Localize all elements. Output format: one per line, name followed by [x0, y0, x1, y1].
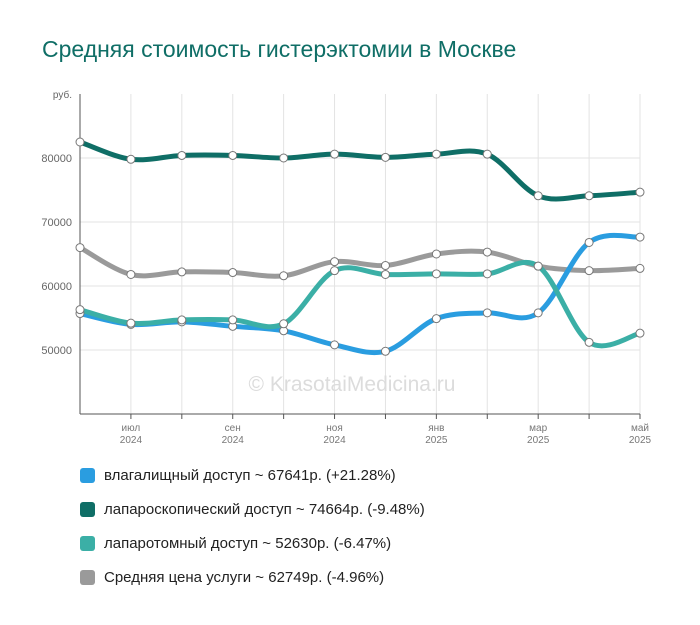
y-tick-label: 70000 — [41, 217, 72, 229]
legend-item-average[interactable]: Средняя цена услуги ~ 62749р. (-4.96%) — [80, 560, 425, 594]
data-point[interactable] — [482, 269, 492, 279]
points-group — [75, 137, 645, 356]
chart-title: Средняя стоимость гистерэктомии в Москве — [42, 36, 517, 62]
x-tick-month: мар — [529, 423, 547, 434]
data-point[interactable] — [431, 249, 441, 259]
data-point[interactable] — [330, 266, 340, 276]
data-point[interactable] — [330, 340, 340, 350]
data-point[interactable] — [635, 232, 645, 242]
x-tick-month: янв — [428, 423, 444, 434]
line-chart: 50000600007000080000руб.июл2024сен2024но… — [41, 89, 651, 446]
data-point[interactable] — [584, 337, 594, 347]
data-point[interactable] — [533, 308, 543, 318]
data-point[interactable] — [380, 261, 390, 271]
data-point[interactable] — [380, 269, 390, 279]
x-tick-year: 2025 — [425, 435, 448, 446]
data-point[interactable] — [482, 149, 492, 159]
data-point[interactable] — [228, 150, 238, 160]
data-point[interactable] — [279, 319, 289, 329]
axes: 50000600007000080000руб.июл2024сен2024но… — [41, 89, 651, 446]
data-point[interactable] — [279, 271, 289, 281]
legend-item-laparotomy[interactable]: лапаротомный доступ ~ 52630р. (-6.47%) — [80, 526, 425, 560]
x-tick-month: июл — [122, 423, 141, 434]
data-point[interactable] — [75, 243, 85, 253]
legend-item-vaginal[interactable]: влагалищный доступ ~ 67641р. (+21.28%) — [80, 458, 425, 492]
x-tick-month: май — [631, 423, 649, 434]
data-point[interactable] — [380, 152, 390, 162]
legend-label-average: Средняя цена услуги ~ 62749р. (-4.96%) — [104, 568, 385, 586]
series-line — [77, 139, 643, 202]
data-point[interactable] — [584, 191, 594, 201]
data-point[interactable] — [635, 328, 645, 338]
data-point[interactable] — [431, 314, 441, 324]
data-point[interactable] — [177, 267, 187, 277]
x-tick-year: 2024 — [323, 435, 346, 446]
y-tick-label: 60000 — [41, 281, 72, 293]
legend-label-laparoscopic: лапароскопический доступ ~ 74664р. (-9.4… — [104, 500, 425, 518]
data-point[interactable] — [75, 305, 85, 315]
data-point[interactable] — [431, 149, 441, 159]
legend-swatch-vaginal — [80, 467, 95, 483]
y-unit-label: руб. — [53, 89, 72, 101]
legend-swatch-laparoscopic — [80, 501, 95, 517]
x-tick-year: 2024 — [222, 435, 245, 446]
x-tick-month: сен — [225, 423, 241, 434]
data-point[interactable] — [126, 318, 136, 328]
data-point[interactable] — [75, 137, 85, 147]
data-point[interactable] — [126, 269, 136, 279]
x-tick-month: ноя — [326, 423, 343, 434]
data-point[interactable] — [635, 263, 645, 273]
data-point[interactable] — [177, 150, 187, 160]
data-point[interactable] — [482, 308, 492, 318]
data-point[interactable] — [279, 153, 289, 163]
legend-swatch-laparotomy — [80, 535, 95, 551]
y-tick-label: 80000 — [41, 153, 72, 165]
data-point[interactable] — [380, 346, 390, 356]
data-point[interactable] — [228, 315, 238, 325]
grid — [80, 94, 641, 414]
y-tick-label: 50000 — [41, 345, 72, 357]
legend-label-laparotomy: лапаротомный доступ ~ 52630р. (-6.47%) — [104, 534, 392, 552]
legend-item-laparoscopic[interactable]: лапароскопический доступ ~ 74664р. (-9.4… — [80, 492, 425, 526]
data-point[interactable] — [635, 187, 645, 197]
series-group — [77, 139, 643, 356]
data-point[interactable] — [126, 154, 136, 164]
data-point[interactable] — [584, 266, 594, 276]
legend-label-vaginal: влагалищный доступ ~ 67641р. (+21.28%) — [104, 466, 396, 484]
data-point[interactable] — [431, 269, 441, 279]
x-tick-year: 2024 — [120, 435, 143, 446]
data-point[interactable] — [330, 257, 340, 267]
watermark: © KrasotaiMedicina.ru — [249, 373, 456, 396]
data-point[interactable] — [330, 149, 340, 159]
series-line — [77, 245, 643, 279]
data-point[interactable] — [584, 237, 594, 247]
legend: влагалищный доступ ~ 67641р. (+21.28%) л… — [80, 458, 425, 594]
data-point[interactable] — [533, 261, 543, 271]
x-tick-year: 2025 — [527, 435, 550, 446]
legend-swatch-average — [80, 569, 95, 585]
x-tick-year: 2025 — [629, 435, 652, 446]
data-point[interactable] — [533, 191, 543, 201]
data-point[interactable] — [482, 247, 492, 257]
data-point[interactable] — [177, 315, 187, 325]
data-point[interactable] — [228, 268, 238, 278]
